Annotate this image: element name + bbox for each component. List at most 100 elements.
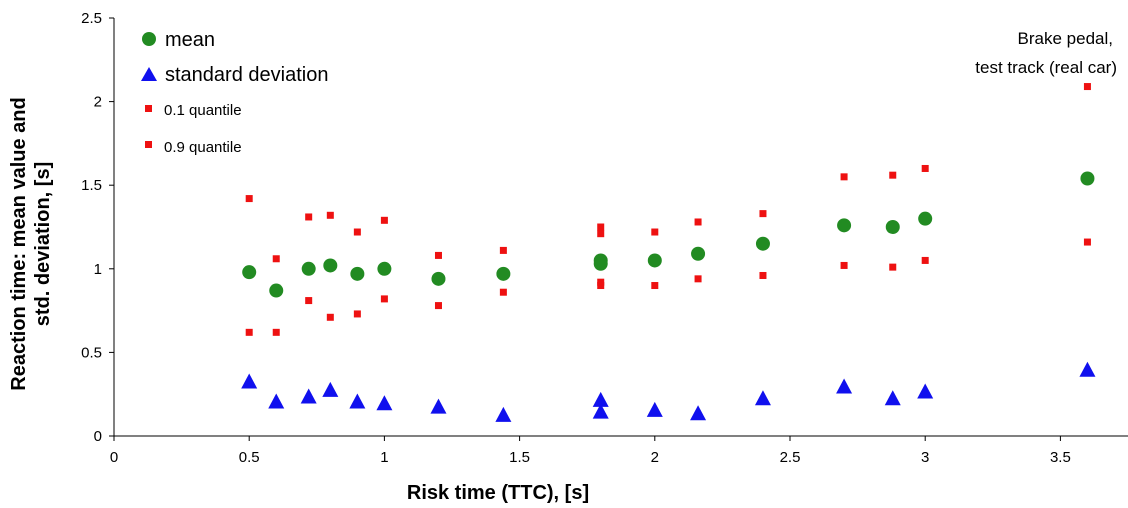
- point-mean-1: [269, 283, 284, 298]
- point-mean-0: [242, 265, 257, 280]
- point-standard-deviation-13: [836, 378, 853, 394]
- point-0-9-quantile-0: [245, 195, 253, 203]
- data-marks: [241, 83, 1096, 422]
- legend-marker-mean: [142, 32, 156, 46]
- x-tick-label-6: 3: [921, 449, 929, 466]
- x-tick-label-3: 1.5: [509, 449, 530, 466]
- y-tick-label-3: 1.5: [81, 177, 102, 194]
- x-tick-label-1: 0.5: [239, 449, 260, 466]
- x-tick-label-4: 2: [651, 449, 659, 466]
- legend-label-0-1-quantile: 0.1 quantile: [164, 102, 242, 119]
- point-0-9-quantile-9: [597, 230, 605, 238]
- legend-label-0-9-quantile: 0.9 quantile: [164, 139, 242, 156]
- x-axis-title: Risk time (TTC), [s]: [407, 482, 589, 504]
- point-standard-deviation-7: [495, 406, 512, 422]
- point-mean-2: [301, 261, 316, 276]
- point-0-9-quantile-10: [651, 228, 659, 236]
- point-standard-deviation-11: [690, 405, 707, 421]
- point-mean-14: [885, 220, 900, 234]
- annotation-line-2: test track (real car): [975, 58, 1117, 77]
- y-axis-title-line-2: std. deviation, [s]: [32, 162, 54, 326]
- x-tick-label-2: 1: [380, 449, 388, 466]
- annotation: Brake pedal, test track (real car): [975, 29, 1117, 77]
- point-0-1-quantile-1: [272, 328, 280, 336]
- x-tick-label-5: 2.5: [780, 449, 801, 466]
- point-0-1-quantile-13: [840, 261, 848, 269]
- point-0-1-quantile-15: [921, 256, 929, 264]
- point-standard-deviation-14: [884, 390, 901, 406]
- point-standard-deviation-9: [592, 403, 609, 419]
- point-0-1-quantile-9: [597, 278, 605, 286]
- point-0-1-quantile-10: [651, 282, 659, 290]
- point-standard-deviation-8: [592, 391, 609, 407]
- legend: mean standard deviation 0.1 quantile 0.9…: [141, 29, 328, 156]
- point-standard-deviation-15: [917, 383, 934, 399]
- point-standard-deviation-5: [376, 395, 393, 411]
- point-0-1-quantile-14: [889, 263, 897, 271]
- point-0-1-quantile-7: [499, 288, 507, 296]
- point-mean-6: [431, 271, 446, 286]
- y-tick-label-4: 2: [94, 94, 102, 111]
- y-tick-label-2: 1: [94, 261, 102, 278]
- x-tick-label-7: 3.5: [1050, 449, 1071, 466]
- point-0-9-quantile-15: [921, 164, 929, 172]
- point-mean-5: [377, 261, 392, 276]
- point-0-9-quantile-6: [434, 251, 442, 259]
- y-tick-label-5: 2.5: [81, 10, 102, 27]
- legend-label-standard-deviation: standard deviation: [165, 64, 328, 86]
- point-standard-deviation-6: [430, 398, 447, 414]
- point-0-9-quantile-12: [759, 210, 767, 218]
- y-axis-ticks: 0 0.5 1 1.5 2 2.5: [81, 10, 114, 445]
- point-standard-deviation-3: [322, 381, 339, 397]
- point-0-9-quantile-13: [840, 173, 848, 181]
- point-mean-4: [350, 266, 365, 281]
- point-mean-13: [837, 218, 852, 233]
- point-0-9-quantile-4: [353, 228, 361, 236]
- y-axis-title-line-1: Reaction time: mean value and: [8, 97, 30, 390]
- y-tick-label-1: 0.5: [81, 344, 102, 361]
- legend-marker-0-9-quantile: [145, 141, 152, 148]
- point-0-1-quantile-11: [694, 275, 702, 283]
- point-0-1-quantile-5: [380, 295, 388, 303]
- point-0-1-quantile-4: [353, 310, 361, 318]
- point-mean-10: [647, 253, 662, 268]
- y-tick-label-0: 0: [94, 428, 102, 445]
- point-0-9-quantile-1: [272, 255, 280, 263]
- point-0-9-quantile-3: [326, 211, 334, 219]
- point-mean-9: [593, 256, 608, 271]
- legend-marker-standard-deviation: [141, 67, 157, 81]
- point-mean-7: [496, 266, 511, 281]
- point-mean-11: [691, 246, 706, 261]
- point-0-9-quantile-8: [597, 223, 605, 231]
- point-standard-deviation-4: [349, 393, 366, 409]
- annotation-line-1: Brake pedal,: [1018, 29, 1113, 48]
- point-0-1-quantile-3: [326, 313, 334, 321]
- point-mean-3: [323, 258, 338, 273]
- x-tick-label-0: 0: [110, 449, 118, 466]
- point-standard-deviation-1: [268, 393, 285, 409]
- legend-marker-0-1-quantile: [145, 105, 152, 112]
- legend-label-mean: mean: [165, 29, 215, 51]
- point-standard-deviation-10: [646, 401, 663, 417]
- point-mean-15: [918, 211, 933, 226]
- point-standard-deviation-2: [300, 388, 317, 404]
- point-standard-deviation-0: [241, 373, 258, 389]
- plot-area: 0 0.5 1 1.5 2 2.5 3 3.5 0 0.5 1 1.5 2 2.5: [81, 10, 1128, 466]
- point-0-9-quantile-7: [499, 246, 507, 254]
- point-standard-deviation-12: [754, 390, 771, 406]
- point-0-9-quantile-14: [889, 171, 897, 179]
- x-axis-ticks: 0 0.5 1 1.5 2 2.5 3 3.5: [110, 436, 1071, 466]
- point-0-1-quantile-0: [245, 328, 253, 336]
- point-mean-12: [755, 236, 770, 251]
- point-0-9-quantile-2: [305, 213, 313, 221]
- point-0-1-quantile-2: [305, 297, 313, 305]
- point-0-1-quantile-16: [1083, 238, 1091, 246]
- point-0-9-quantile-11: [694, 218, 702, 226]
- point-0-9-quantile-16: [1083, 83, 1091, 91]
- point-0-1-quantile-12: [759, 271, 767, 279]
- point-standard-deviation-16: [1079, 361, 1096, 377]
- point-0-9-quantile-5: [380, 216, 388, 224]
- point-0-1-quantile-6: [434, 302, 442, 310]
